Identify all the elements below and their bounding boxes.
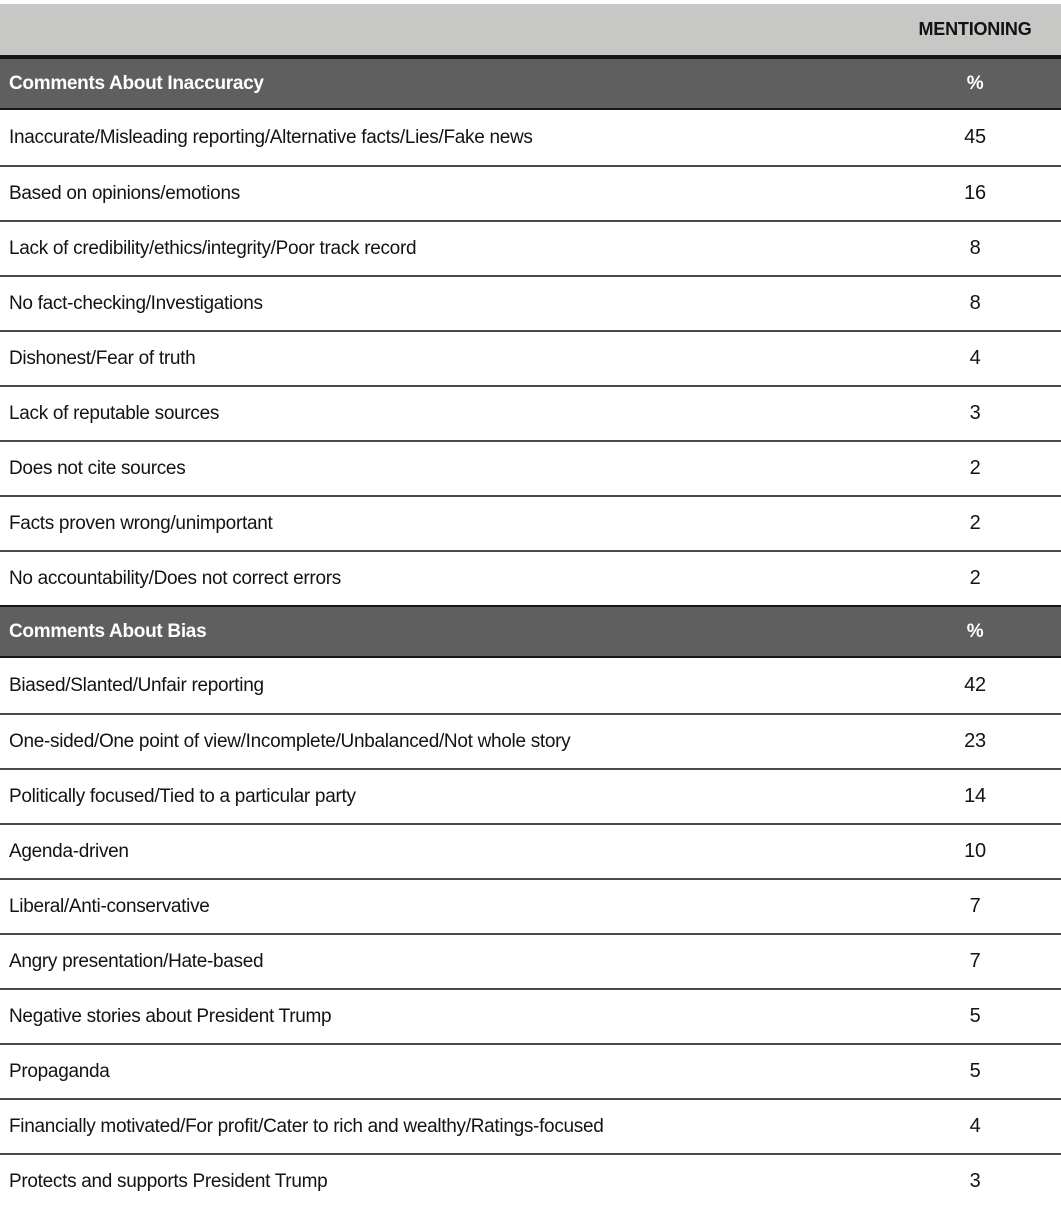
table-row: Lack of reputable sources 3 (0, 385, 1061, 440)
row-percent-value: 23 (964, 730, 986, 752)
row-label: Angry presentation/Hate-based (9, 950, 264, 972)
row-label: Lack of reputable sources (9, 402, 220, 424)
row-percent-value: 7 (969, 950, 981, 972)
table-row: Lack of credibility/ethics/integrity/Poo… (0, 220, 1061, 275)
table-row: Protects and supports President Trump 3 (0, 1153, 1061, 1208)
percent-column-header: % (966, 72, 984, 94)
row-percent-value: 3 (969, 1170, 981, 1192)
row-label: Based on opinions/emotions (9, 182, 240, 204)
table-row: Angry presentation/Hate-based 7 (0, 933, 1061, 988)
section-title: Comments About Bias (9, 620, 207, 642)
row-percent-value: 14 (964, 785, 986, 807)
row-percent-value: 45 (964, 126, 986, 148)
row-label: Politically focused/Tied to a particular… (9, 785, 356, 807)
row-label: Financially motivated/For profit/Cater t… (9, 1115, 604, 1137)
table-row: Facts proven wrong/unimportant 2 (0, 495, 1061, 550)
row-percent-value: 3 (969, 402, 981, 424)
row-label: No fact-checking/Investigations (9, 292, 263, 314)
table-row: Inaccurate/Misleading reporting/Alternat… (0, 110, 1061, 165)
table-row: Propaganda 5 (0, 1043, 1061, 1098)
row-label: No accountability/Does not correct error… (9, 567, 341, 589)
row-label: Dishonest/Fear of truth (9, 347, 196, 369)
row-percent-value: 10 (964, 840, 986, 862)
row-label: Propaganda (9, 1060, 110, 1082)
table-row: No accountability/Does not correct error… (0, 550, 1061, 605)
table-row: Does not cite sources 2 (0, 440, 1061, 495)
row-percent-value: 2 (969, 457, 981, 479)
table-row: Liberal/Anti-conservative 7 (0, 878, 1061, 933)
row-percent-value: 8 (969, 292, 981, 314)
table-row: Dishonest/Fear of truth 4 (0, 330, 1061, 385)
section-header: Comments About Inaccuracy% (0, 57, 1061, 110)
table-row: Based on opinions/emotions 16 (0, 165, 1061, 220)
row-label: Facts proven wrong/unimportant (9, 512, 273, 534)
row-percent-value: 5 (969, 1060, 981, 1082)
row-label: Biased/Slanted/Unfair reporting (9, 674, 264, 696)
row-percent-value: 7 (969, 895, 981, 917)
section-title: Comments About Inaccuracy (9, 72, 264, 94)
section-rows: Inaccurate/Misleading reporting/Alternat… (0, 110, 1061, 605)
row-label: Inaccurate/Misleading reporting/Alternat… (9, 126, 533, 148)
section-header: Comments About Bias% (0, 605, 1061, 658)
percent-column-header: % (966, 620, 984, 642)
table-row: Politically focused/Tied to a particular… (0, 768, 1061, 823)
row-label: Lack of credibility/ethics/integrity/Poo… (9, 237, 417, 259)
row-label: Protects and supports President Trump (9, 1170, 328, 1192)
row-percent-value: 4 (969, 1115, 981, 1137)
row-percent-value: 2 (969, 567, 981, 589)
row-percent-value: 2 (969, 512, 981, 534)
table-row: One-sided/One point of view/Incomplete/U… (0, 713, 1061, 768)
row-label: Liberal/Anti-conservative (9, 895, 210, 917)
table-body: Comments About Inaccuracy% Inaccurate/Mis… (0, 57, 1061, 1208)
row-label: Does not cite sources (9, 457, 186, 479)
row-percent-value: 42 (964, 674, 986, 696)
row-percent-value: 16 (964, 182, 986, 204)
row-label: Agenda-driven (9, 840, 129, 862)
section-rows: Biased/Slanted/Unfair reporting 42 One-sid… (0, 658, 1061, 1208)
row-label: One-sided/One point of view/Incomplete/U… (9, 730, 571, 752)
row-label: Negative stories about President Trump (9, 1005, 332, 1027)
table-row: Agenda-driven 10 (0, 823, 1061, 878)
table-row: No fact-checking/Investigations 8 (0, 275, 1061, 330)
table-column-header-bar: MENTIONING (0, 4, 1061, 57)
table-row: Financially motivated/For profit/Cater t… (0, 1098, 1061, 1153)
table-row: Negative stories about President Trump 5 (0, 988, 1061, 1043)
row-percent-value: 4 (969, 347, 981, 369)
table-row: Biased/Slanted/Unfair reporting 42 (0, 658, 1061, 713)
row-percent-value: 8 (969, 237, 981, 259)
mentioning-column-header: MENTIONING (918, 19, 1032, 39)
row-percent-value: 5 (969, 1005, 981, 1027)
